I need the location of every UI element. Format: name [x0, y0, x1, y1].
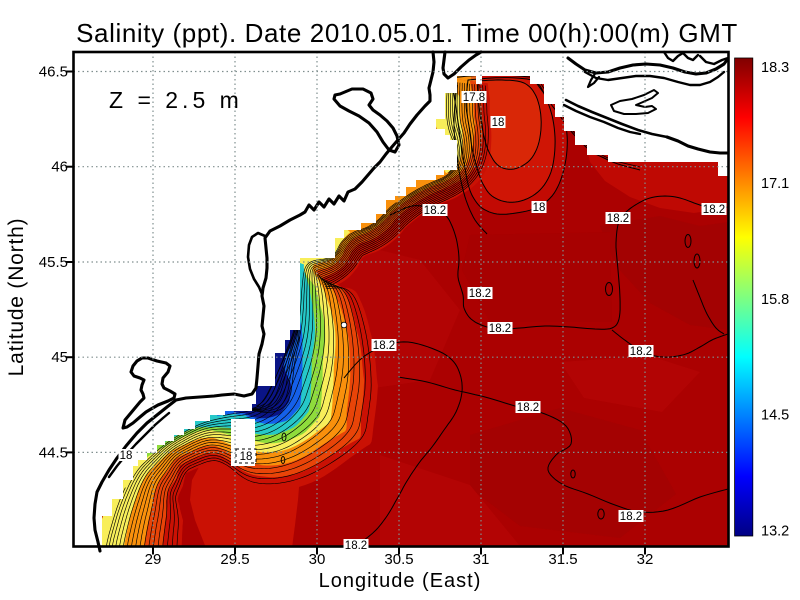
- svg-text:45: 45: [51, 349, 68, 366]
- svg-text:17.8: 17.8: [463, 92, 485, 104]
- svg-text:18.2: 18.2: [703, 204, 725, 216]
- svg-text:Salinity (ppt). Date 2010.05.0: Salinity (ppt). Date 2010.05.01. Time 00…: [76, 18, 738, 48]
- svg-text:18.2: 18.2: [489, 323, 511, 335]
- svg-text:18.3: 18.3: [761, 60, 789, 76]
- svg-text:44.5: 44.5: [39, 444, 68, 461]
- svg-text:17.1: 17.1: [761, 176, 789, 192]
- svg-text:Longitude (East): Longitude (East): [319, 570, 482, 592]
- svg-text:45.5: 45.5: [39, 254, 68, 271]
- svg-text:18: 18: [240, 451, 253, 463]
- svg-text:31: 31: [473, 551, 490, 568]
- svg-text:29: 29: [145, 551, 162, 568]
- svg-text:18.2: 18.2: [517, 402, 539, 414]
- svg-text:18.2: 18.2: [620, 511, 642, 523]
- svg-text:18.2: 18.2: [373, 340, 395, 352]
- svg-text:18.2: 18.2: [630, 346, 652, 358]
- svg-text:Latitude (North): Latitude (North): [5, 218, 28, 377]
- svg-text:13.2: 13.2: [761, 524, 789, 540]
- svg-text:32: 32: [637, 551, 654, 568]
- svg-text:14.5: 14.5: [761, 408, 789, 424]
- svg-text:18.2: 18.2: [424, 205, 446, 217]
- svg-text:18: 18: [492, 117, 505, 129]
- svg-text:29.5: 29.5: [220, 551, 249, 568]
- svg-text:30: 30: [309, 551, 326, 568]
- svg-text:31.5: 31.5: [548, 551, 577, 568]
- svg-text:15.8: 15.8: [761, 292, 789, 308]
- svg-text:Z = 2.5 m: Z = 2.5 m: [109, 87, 243, 113]
- svg-text:18.2: 18.2: [607, 213, 629, 225]
- svg-text:30.5: 30.5: [384, 551, 413, 568]
- svg-text:18.2: 18.2: [469, 288, 491, 300]
- svg-text:46.5: 46.5: [39, 64, 68, 81]
- svg-text:18.2: 18.2: [345, 540, 367, 552]
- svg-text:18: 18: [120, 450, 133, 462]
- svg-text:46: 46: [51, 159, 68, 176]
- svg-text:18: 18: [533, 202, 546, 214]
